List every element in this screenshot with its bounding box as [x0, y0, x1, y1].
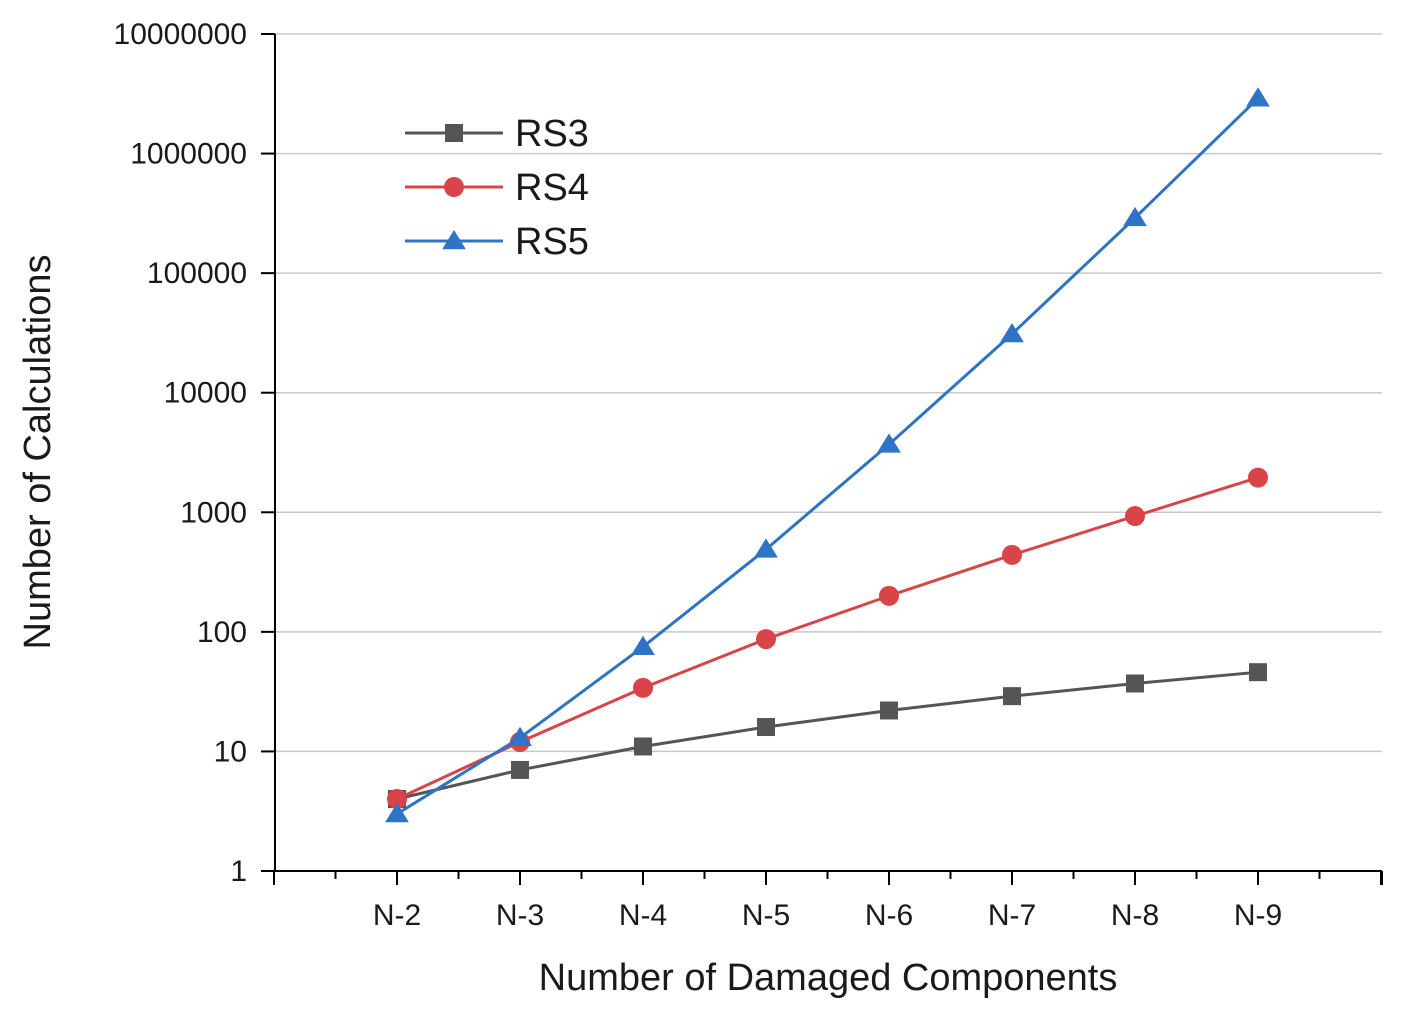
y-tick-label-10: 10	[214, 735, 247, 768]
point-rs5-n-3	[508, 726, 532, 747]
legend-label-rs3: RS3	[515, 113, 589, 155]
axes	[261, 33, 1383, 885]
point-rs5-n-2	[385, 802, 409, 823]
point-rs4-n-2	[387, 789, 407, 810]
x-tick-label-n-8: N-8	[1111, 899, 1159, 932]
tick-labels: 1 10 100 1000 10000 100000 1000000 10000000 N-2 N…	[114, 18, 1283, 932]
point-rs5-n-5	[754, 538, 778, 558]
x-tick-label-n-4: N-4	[619, 899, 667, 932]
point-rs4-n-4	[633, 677, 653, 698]
x-tick-label-n-5: N-5	[742, 899, 790, 932]
point-rs4-n-8	[1125, 506, 1145, 527]
point-rs3-n-8	[1126, 674, 1144, 693]
point-rs5-n-9	[1246, 87, 1270, 107]
point-rs3-n-6	[880, 701, 898, 720]
legend: RS3 RS4 RS5	[405, 113, 589, 263]
legend-label-rs5: RS5	[515, 221, 589, 263]
y-tick-label-100000: 100000	[147, 257, 247, 290]
grid-lines	[275, 33, 1382, 753]
series-rs5	[385, 87, 1270, 823]
legend-item-rs4: RS4	[405, 167, 589, 209]
point-rs5-n-8	[1123, 206, 1147, 227]
y-tick-label-10000000: 10000000	[114, 18, 247, 51]
y-tick-label-1000000: 1000000	[130, 138, 247, 171]
legend-marker-rs3	[445, 124, 463, 142]
x-tick-label-n-7: N-7	[988, 899, 1036, 932]
point-rs5-n-4	[631, 635, 655, 656]
x-tick-label-n-3: N-3	[496, 899, 544, 932]
y-tick-label-1000: 1000	[180, 496, 247, 529]
legend-marker-rs4	[444, 177, 464, 197]
point-rs3-n-7	[1003, 687, 1021, 706]
y-tick-label-100: 100	[197, 616, 247, 649]
y-axis-title: Number of Calculations	[17, 255, 59, 650]
series-line-rs4	[396, 476, 1259, 801]
x-tick-label-n-9: N-9	[1234, 899, 1282, 932]
y-tick-label-1: 1	[230, 855, 247, 888]
series-lines	[385, 87, 1270, 823]
legend-label-rs4: RS4	[515, 167, 589, 209]
series-line-rs3	[396, 670, 1259, 801]
point-rs3-n-4	[634, 737, 652, 756]
y-tick-label-10000: 10000	[164, 377, 247, 410]
x-tick-label-n-2: N-2	[373, 899, 421, 932]
point-rs4-n-6	[879, 585, 899, 606]
legend-item-rs3: RS3	[405, 113, 589, 155]
x-axis-title: Number of Damaged Components	[539, 957, 1118, 999]
legend-marker-rs5	[442, 230, 466, 250]
point-rs4-n-7	[1002, 544, 1022, 565]
point-rs4-n-9	[1248, 467, 1268, 488]
x-tick-label-n-6: N-6	[865, 899, 913, 932]
point-rs3-n-9	[1249, 663, 1267, 682]
legend-item-rs5: RS5	[405, 221, 589, 263]
point-rs4-n-5	[756, 629, 776, 650]
series-line-rs5	[396, 97, 1260, 816]
series-rs4	[387, 467, 1268, 810]
point-rs3-n-5	[757, 718, 775, 737]
point-rs3-n-3	[511, 760, 529, 779]
point-rs5-n-6	[877, 433, 901, 453]
point-rs5-n-7	[1000, 322, 1024, 343]
